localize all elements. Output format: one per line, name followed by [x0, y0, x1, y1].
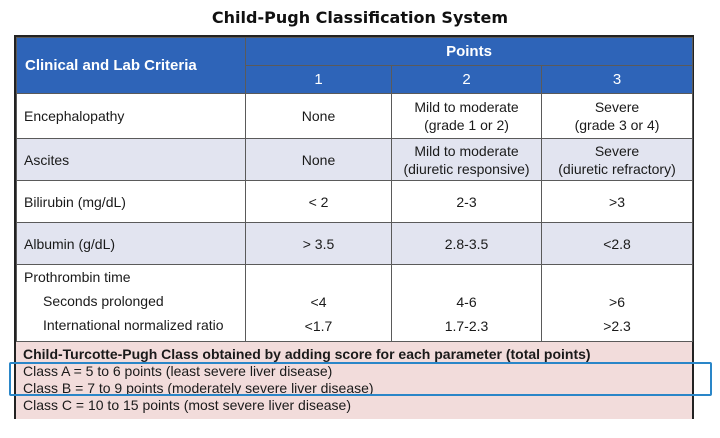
- cell-line: <1.7: [304, 318, 333, 334]
- cell-points-3: >3: [540, 180, 694, 223]
- table-row-albumin: Albumin (g/dL) > 3.5 2.8-3.5 <2.8: [16, 222, 694, 265]
- class-b-line: Class B = 7 to 9 points (moderately seve…: [23, 380, 374, 396]
- child-pugh-table-frame: Clinical and Lab Criteria Points 1 2 3 E…: [14, 35, 694, 419]
- cell-points-1: > 3.5: [245, 222, 392, 265]
- points-column-1: 1: [245, 65, 392, 94]
- summary-heading: Child-Turcotte-Pugh Class obtained by ad…: [23, 346, 591, 362]
- row-label: Encephalopathy: [16, 93, 246, 139]
- cell-line: (diuretic responsive): [403, 160, 530, 177]
- cell-line: 4-6: [456, 294, 477, 310]
- cell-points-3: Severe (diuretic refractory): [540, 138, 694, 181]
- cell-line: >6: [609, 294, 625, 310]
- cell-points-1: None: [245, 138, 392, 181]
- table-row-encephalopathy: Encephalopathy None Mild to moderate (gr…: [16, 93, 694, 139]
- sub-row-label: International normalized ratio: [43, 317, 224, 333]
- cell-line: <4: [310, 294, 327, 310]
- cell-points-2: Mild to moderate (grade 1 or 2): [391, 93, 542, 139]
- table-row-ascites: Ascites None Mild to moderate (diuretic …: [16, 138, 694, 181]
- cell-line: Mild to moderate: [414, 142, 519, 159]
- cell-points-2: 2-3: [391, 180, 542, 223]
- row-label: Bilirubin (mg/dL): [16, 180, 246, 223]
- spacer-line: [392, 269, 541, 293]
- class-a-line: Class A = 5 to 6 points (least severe li…: [23, 363, 333, 379]
- spacer-line: [542, 269, 692, 293]
- cell-points-2: Mild to moderate (diuretic responsive): [391, 138, 542, 181]
- cell-line: Severe: [594, 99, 640, 115]
- cell-points-1: < 2: [245, 180, 392, 223]
- class-summary: Child-Turcotte-Pugh Class obtained by ad…: [16, 341, 692, 419]
- row-label: Ascites: [16, 138, 246, 181]
- row-label: Albumin (g/dL): [16, 222, 246, 265]
- criteria-header: Clinical and Lab Criteria: [16, 37, 246, 94]
- class-c-line: Class C = 10 to 15 points (most severe l…: [23, 397, 351, 413]
- cell-line: Severe: [594, 142, 640, 159]
- cell-line: 1.7-2.3: [444, 318, 489, 334]
- child-pugh-table: Clinical and Lab Criteria Points 1 2 3 E…: [16, 37, 694, 342]
- prothrombin-label-cell: Prothrombin time Seconds prolonged Inter…: [16, 264, 246, 342]
- cell-line: (grade 1 or 2): [424, 117, 509, 133]
- sub-row-label: Seconds prolonged: [43, 293, 164, 309]
- cell-line: (diuretic refractory): [558, 160, 676, 177]
- page-title: Child-Pugh Classification System: [211, 8, 509, 27]
- cell-points-3: Severe (grade 3 or 4): [540, 93, 694, 139]
- cell-line: (grade 3 or 4): [574, 117, 660, 133]
- cell-points-1: <4 <1.7: [245, 264, 392, 342]
- points-column-3: 3: [540, 65, 694, 94]
- cell-line: >2.3: [603, 318, 631, 334]
- row-label: Prothrombin time: [24, 269, 131, 285]
- cell-points-3: >6 >2.3: [540, 264, 694, 342]
- spacer-line: [246, 269, 391, 293]
- table-row-prothrombin: Prothrombin time Seconds prolonged Inter…: [16, 264, 694, 342]
- cell-points-2: 4-6 1.7-2.3: [391, 264, 542, 342]
- cell-points-2: 2.8-3.5: [391, 222, 542, 265]
- cell-line: Mild to moderate: [414, 99, 519, 115]
- table-row-bilirubin: Bilirubin (mg/dL) < 2 2-3 >3: [16, 180, 694, 223]
- cell-points-3: <2.8: [540, 222, 694, 265]
- highlight-box: [9, 362, 712, 396]
- points-column-2: 2: [391, 65, 542, 94]
- cell-points-1: None: [245, 93, 392, 139]
- points-header: Points: [244, 37, 694, 66]
